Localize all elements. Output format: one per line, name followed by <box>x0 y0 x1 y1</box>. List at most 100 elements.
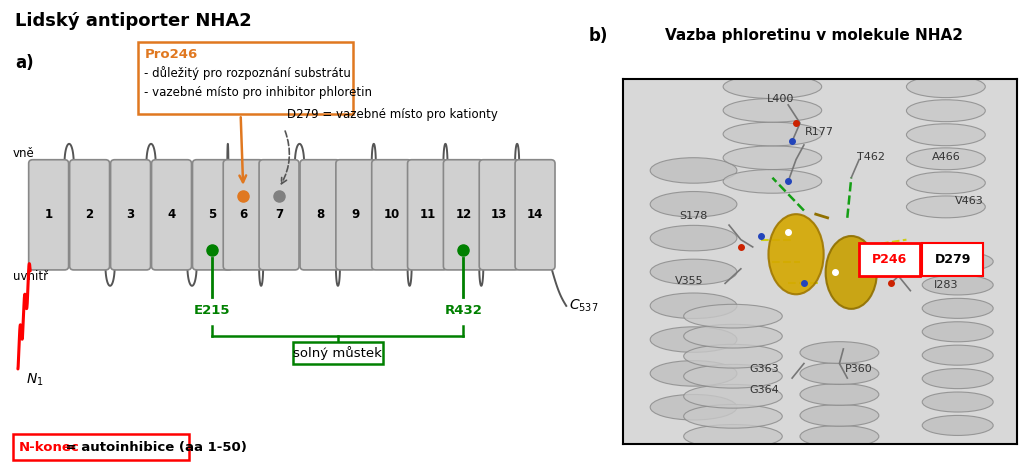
Text: G364: G364 <box>750 385 779 396</box>
FancyBboxPatch shape <box>193 160 232 270</box>
Ellipse shape <box>650 327 737 352</box>
Text: D279 = vazebné místo pro kationty: D279 = vazebné místo pro kationty <box>287 108 498 121</box>
FancyBboxPatch shape <box>479 160 519 270</box>
Text: G363: G363 <box>750 363 779 374</box>
Text: P246: P246 <box>872 253 907 266</box>
Text: 6: 6 <box>239 208 248 221</box>
Ellipse shape <box>650 395 737 420</box>
Ellipse shape <box>923 298 993 318</box>
Ellipse shape <box>923 392 993 412</box>
Text: Vazba phloretinu v molekule NHA2: Vazba phloretinu v molekule NHA2 <box>666 28 964 43</box>
Ellipse shape <box>906 124 985 146</box>
FancyBboxPatch shape <box>259 160 299 270</box>
Text: Lidský antiporter NHA2: Lidský antiporter NHA2 <box>15 12 252 30</box>
Text: - vazebné místo pro inhibitor phloretin: - vazebné místo pro inhibitor phloretin <box>144 86 373 99</box>
Ellipse shape <box>684 384 782 408</box>
Ellipse shape <box>650 226 737 251</box>
Ellipse shape <box>923 416 993 435</box>
Text: N-konec: N-konec <box>18 441 80 453</box>
Text: b): b) <box>589 27 608 45</box>
Text: 1: 1 <box>45 208 52 221</box>
Ellipse shape <box>650 259 737 285</box>
Text: 13: 13 <box>492 208 507 221</box>
FancyBboxPatch shape <box>223 160 263 270</box>
Text: R432: R432 <box>444 304 482 317</box>
Ellipse shape <box>906 172 985 194</box>
FancyBboxPatch shape <box>923 243 983 276</box>
Text: S178: S178 <box>679 211 708 220</box>
Ellipse shape <box>800 383 879 405</box>
Ellipse shape <box>723 122 821 146</box>
FancyBboxPatch shape <box>300 160 340 270</box>
Ellipse shape <box>684 304 782 328</box>
Ellipse shape <box>650 293 737 318</box>
Text: 4: 4 <box>167 208 176 221</box>
Text: 14: 14 <box>527 208 543 221</box>
Ellipse shape <box>684 344 782 368</box>
Text: vně: vně <box>12 147 35 160</box>
Text: 11: 11 <box>420 208 435 221</box>
FancyBboxPatch shape <box>859 243 921 276</box>
Ellipse shape <box>800 425 879 447</box>
Text: $C_{537}$: $C_{537}$ <box>569 297 598 314</box>
Ellipse shape <box>825 236 877 309</box>
FancyBboxPatch shape <box>70 160 110 270</box>
Ellipse shape <box>923 368 993 389</box>
FancyBboxPatch shape <box>408 160 447 270</box>
Ellipse shape <box>684 325 782 348</box>
Ellipse shape <box>650 361 737 386</box>
FancyBboxPatch shape <box>293 342 383 364</box>
Text: - důležitý pro rozpoznání substrátu: - důležitý pro rozpoznání substrátu <box>144 66 351 80</box>
Text: P360: P360 <box>845 363 873 374</box>
Ellipse shape <box>650 191 737 217</box>
Text: T462: T462 <box>857 152 885 162</box>
Text: V355: V355 <box>675 276 703 286</box>
Ellipse shape <box>684 364 782 388</box>
Ellipse shape <box>906 148 985 170</box>
Text: 3: 3 <box>127 208 134 221</box>
Text: L400: L400 <box>767 94 794 104</box>
Ellipse shape <box>650 158 737 183</box>
Ellipse shape <box>906 76 985 98</box>
Ellipse shape <box>800 362 879 384</box>
Text: V463: V463 <box>955 196 984 206</box>
FancyBboxPatch shape <box>336 160 376 270</box>
Ellipse shape <box>800 404 879 426</box>
FancyBboxPatch shape <box>111 160 151 270</box>
Text: = autoinhibice (aa 1-50): = autoinhibice (aa 1-50) <box>61 441 247 453</box>
FancyBboxPatch shape <box>443 160 483 270</box>
Text: A466: A466 <box>932 152 961 162</box>
Ellipse shape <box>906 100 985 121</box>
Text: I283: I283 <box>934 280 958 290</box>
Ellipse shape <box>723 99 821 122</box>
Ellipse shape <box>684 404 782 428</box>
Text: uvnitř: uvnitř <box>12 270 48 283</box>
Ellipse shape <box>684 425 782 448</box>
FancyBboxPatch shape <box>515 160 555 270</box>
Ellipse shape <box>923 345 993 365</box>
Text: 2: 2 <box>86 208 93 221</box>
Text: 5: 5 <box>208 208 217 221</box>
Ellipse shape <box>723 75 821 99</box>
Text: Pro246: Pro246 <box>144 48 198 61</box>
Text: $N_1$: $N_1$ <box>26 371 43 388</box>
FancyBboxPatch shape <box>372 160 412 270</box>
Ellipse shape <box>906 196 985 218</box>
Text: E215: E215 <box>195 304 230 317</box>
FancyBboxPatch shape <box>29 160 69 270</box>
Text: 12: 12 <box>456 208 471 221</box>
Ellipse shape <box>923 322 993 342</box>
Text: 9: 9 <box>351 208 360 221</box>
Ellipse shape <box>723 146 821 170</box>
Text: D279: D279 <box>935 253 971 266</box>
Ellipse shape <box>923 275 993 295</box>
Text: a): a) <box>15 54 34 72</box>
FancyBboxPatch shape <box>12 434 189 460</box>
Text: 8: 8 <box>315 208 325 221</box>
Text: R177: R177 <box>805 127 835 137</box>
FancyBboxPatch shape <box>138 42 353 114</box>
Text: 7: 7 <box>275 208 283 221</box>
Text: solný můstek: solný můstek <box>294 346 382 360</box>
Ellipse shape <box>768 214 823 294</box>
Ellipse shape <box>723 170 821 193</box>
